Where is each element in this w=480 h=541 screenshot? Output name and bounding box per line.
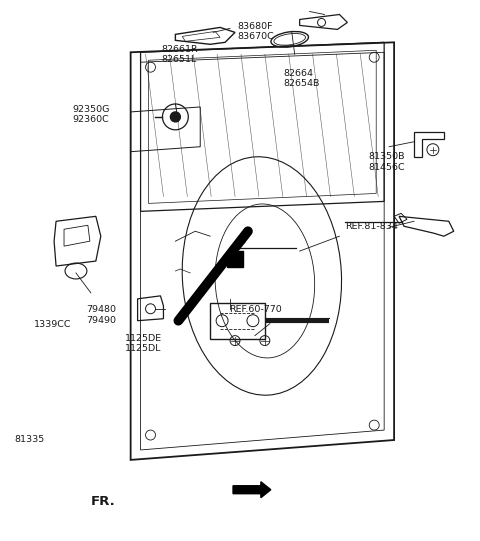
Text: 81350B
81456C: 81350B 81456C	[369, 152, 406, 171]
Text: 83680F
83670C: 83680F 83670C	[238, 22, 275, 42]
Polygon shape	[233, 482, 271, 498]
Bar	[210, 303, 265, 339]
Text: 82664
82654B: 82664 82654B	[283, 69, 319, 88]
Text: 92350G
92360C: 92350G 92360C	[72, 105, 109, 124]
Text: 82661R
82651L: 82661R 82651L	[161, 44, 198, 64]
Text: 81335: 81335	[15, 434, 45, 444]
Text: REF.60-770: REF.60-770	[229, 306, 282, 314]
Text: 79480
79490: 79480 79490	[86, 306, 116, 325]
Text: REF.81-834: REF.81-834	[345, 222, 398, 231]
Bar	[227, 251, 243, 267]
Text: FR.: FR.	[91, 496, 116, 509]
Circle shape	[170, 112, 180, 122]
Text: 1125DE
1125DL: 1125DE 1125DL	[124, 334, 162, 353]
Text: 1339CC: 1339CC	[34, 320, 72, 329]
